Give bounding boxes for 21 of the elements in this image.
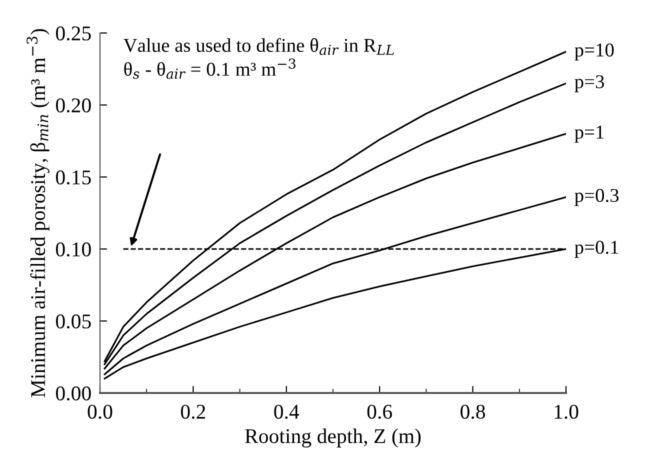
- line-series: [104, 196, 566, 376]
- x-tick-label: 0.4: [274, 404, 300, 419]
- y-tick-label: 0.20: [56, 98, 91, 113]
- text: Value as used to define θ$_{air}$ in R$_{LL}$ θ$_{s}$ - θ$_{air}$ = 0.1 m³ m$^{−3}$: [124, 38, 394, 79]
- series-label: p=10: [574, 43, 614, 61]
- x-tick-label: 0.2: [180, 404, 206, 419]
- y-tick-label: 0.25: [56, 26, 91, 41]
- x-tick-label: 0.8: [460, 404, 486, 419]
- y-tick-label: 0.05: [56, 314, 91, 329]
- x-tick-label: 0.0: [88, 404, 112, 419]
- series-label: p=3: [574, 75, 604, 92]
- x-axis-title: Rooting depth, Z (m): [245, 428, 421, 448]
- series-label: p=0.3: [574, 188, 619, 206]
- x-tick-label: 1.0: [554, 404, 578, 419]
- series-label: p=1: [574, 126, 604, 143]
- x-tick-label: 0.6: [367, 404, 392, 419]
- y-tick-label: 0.00: [56, 386, 91, 401]
- y-tick-label: 0.10: [56, 242, 91, 257]
- series-label: p=0.1: [574, 240, 618, 258]
- y-tick-label: 0.15: [56, 170, 91, 185]
- y-axis-title: Minimum air-filled porosity, β$_{min}$ (m³ m$^{−3}$): [26, 29, 50, 398]
